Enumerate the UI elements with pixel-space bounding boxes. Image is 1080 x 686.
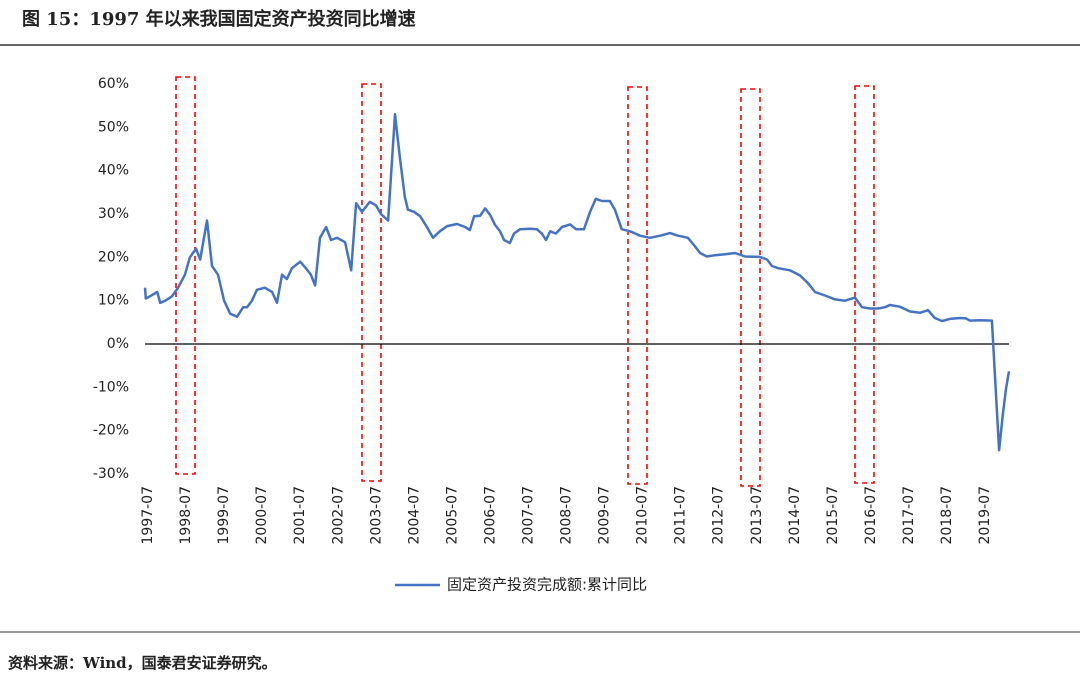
- x-tick-label: 2000-07: [254, 486, 270, 545]
- x-tick-label: 2011-07: [673, 486, 689, 545]
- source-note: 资料来源：Wind，国泰君安证券研究。: [8, 654, 277, 672]
- x-tick-label: 2019-07: [977, 486, 993, 545]
- x-tick-label: 2016-07: [863, 486, 879, 545]
- x-tick-label: 2015-07: [825, 486, 841, 545]
- x-tick-label: 2002-07: [330, 486, 346, 545]
- highlight-box: [361, 83, 382, 482]
- x-tick-label: 2018-07: [939, 486, 955, 545]
- y-tick-label: 60%: [98, 76, 129, 92]
- x-tick-label: 2003-07: [368, 486, 384, 545]
- x-tick-label: 2004-07: [406, 486, 422, 545]
- highlight-box: [175, 76, 196, 475]
- highlight-box: [627, 86, 648, 485]
- y-tick-label: 30%: [98, 206, 129, 222]
- x-tick-label: 2006-07: [482, 486, 498, 545]
- x-tick-label: 1999-07: [216, 486, 232, 545]
- legend-label: 固定资产投资完成额:累计同比: [447, 576, 647, 594]
- x-tick-label: 2013-07: [749, 486, 765, 545]
- x-tick-label: 2008-07: [559, 486, 575, 545]
- y-tick-label: -10%: [93, 379, 129, 395]
- x-tick-label: 2009-07: [597, 486, 613, 545]
- y-tick-label: 10%: [98, 293, 129, 309]
- x-tick-label: 2001-07: [292, 486, 308, 545]
- x-tick-label: 2010-07: [635, 486, 651, 545]
- y-tick-label: 0%: [107, 336, 129, 352]
- x-tick-label: 2005-07: [444, 486, 460, 545]
- highlight-box: [854, 85, 875, 484]
- y-tick-label: 50%: [98, 119, 129, 135]
- highlight-box: [740, 88, 761, 487]
- y-tick-label: -30%: [93, 466, 129, 482]
- y-tick-label: 40%: [98, 163, 129, 179]
- x-tick-label: 1997-07: [140, 486, 156, 545]
- y-tick-label: 20%: [98, 249, 129, 265]
- series-line: [143, 113, 1011, 452]
- y-tick-label: -20%: [93, 423, 129, 439]
- x-tick-label: 2007-07: [520, 486, 536, 545]
- x-tick-label: 2014-07: [787, 486, 803, 545]
- x-tick-label: 2017-07: [901, 486, 917, 545]
- x-tick-label: 1998-07: [178, 486, 194, 545]
- chart-title: 图 15：1997 年以来我国固定资产投资同比增速: [22, 8, 416, 30]
- x-tick-label: 2012-07: [711, 486, 727, 545]
